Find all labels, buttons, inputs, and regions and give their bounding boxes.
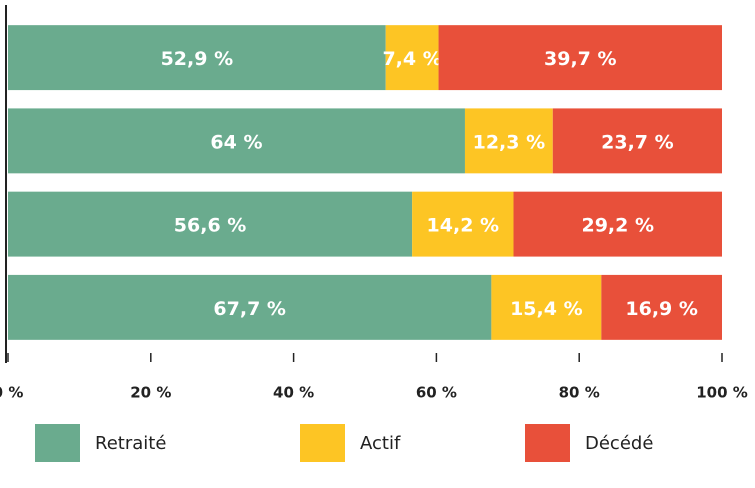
value-label: 12,3 % [473, 131, 546, 153]
bar-segment [8, 108, 465, 174]
x-tick-label: 60 % [416, 384, 457, 402]
value-label: 52,9 % [161, 48, 234, 70]
legend-label: Retraité [95, 433, 166, 454]
bar-segment [438, 25, 722, 91]
bar-segment [8, 191, 413, 257]
x-tick-label: 40 % [273, 384, 314, 402]
value-label: 14,2 % [427, 215, 500, 237]
legend-swatch [35, 424, 80, 462]
x-tick-label: 80 % [559, 384, 600, 402]
legend-label: Actif [360, 433, 401, 454]
legend-swatch [525, 424, 570, 462]
legend-label: Décédé [585, 433, 653, 454]
x-tick-label: 20 % [130, 384, 171, 402]
bar-segment [601, 274, 722, 340]
value-label: 7,4 % [382, 48, 441, 70]
bar-segment [491, 274, 602, 340]
value-label: 67,7 % [213, 298, 286, 320]
x-tick-label: 100 % [696, 384, 748, 402]
bar-segment [552, 108, 722, 174]
bar-segment [8, 25, 386, 91]
value-label: 56,6 % [174, 215, 247, 237]
x-tick-label: 0 % [0, 384, 23, 402]
value-label: 15,4 % [510, 298, 583, 320]
value-label: 64 % [210, 131, 262, 153]
bar-segment [513, 191, 722, 257]
bar-segment [412, 191, 514, 257]
value-label: 39,7 % [544, 48, 617, 70]
bar-segment [464, 108, 553, 174]
bar-segment [385, 25, 439, 91]
value-label: 23,7 % [601, 131, 674, 153]
legend-swatch [300, 424, 345, 462]
value-label: 16,9 % [625, 298, 698, 320]
value-label: 29,2 % [581, 215, 654, 237]
bar-segment [8, 274, 492, 340]
